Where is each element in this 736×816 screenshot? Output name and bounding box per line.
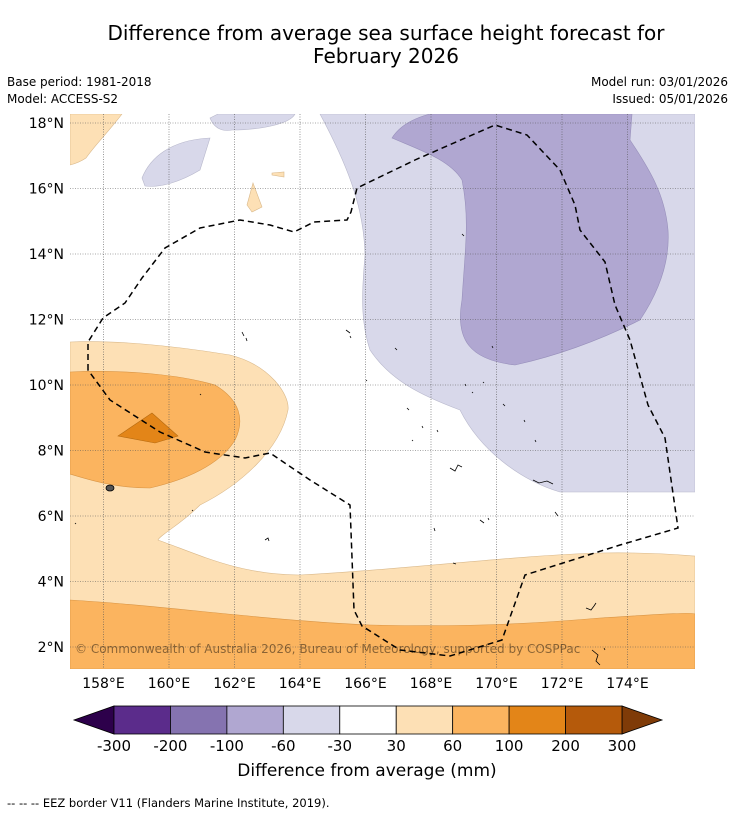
island-mili: [554, 511, 559, 517]
colorbar-segment: [113, 705, 171, 735]
title-line-1: Difference from average sea surface heig…: [107, 21, 665, 45]
lat-label: 12°N: [29, 313, 64, 329]
lat-label: 10°N: [29, 378, 64, 394]
lon-label: 162°E: [213, 676, 256, 692]
colorbar-tick-label: -200: [153, 737, 187, 755]
map-plot-area: © Commonwealth of Australia 2026, Bureau…: [70, 114, 695, 669]
island-pingelap: [241, 331, 248, 342]
colorbar-tick-label: -100: [210, 737, 244, 755]
colorbar-tick-label: 300: [608, 737, 637, 755]
copyright-notice: © Commonwealth of Australia 2026, Bureau…: [75, 642, 580, 656]
lat-label: 8°N: [38, 444, 64, 460]
island-kwajalein: [449, 464, 463, 472]
island-group-ratak-a: [464, 381, 485, 394]
island-group-ratak-b: [502, 403, 537, 443]
colorbar-segment: [226, 705, 284, 735]
colorbar-tick-label: -30: [328, 737, 353, 755]
island-misc: [74, 379, 368, 525]
lon-label: 166°E: [344, 676, 387, 692]
island-mokil: [264, 537, 270, 542]
model-run: Model run: 03/01/2026: [590, 75, 728, 89]
issued-date: Issued: 05/01/2026: [612, 92, 728, 106]
colorbar-under-arrow: [72, 705, 115, 735]
colorbar-tick-label: -60: [271, 737, 296, 755]
colorbar-segment: [508, 705, 566, 735]
island-group-ralik: [406, 407, 439, 442]
islands: [74, 233, 606, 666]
colorbar-tick-label: 200: [551, 737, 580, 755]
colorbar-segment: [565, 705, 623, 735]
contour-minus30-blob-b: [209, 114, 296, 131]
contour-plus30-islet-b: [271, 171, 285, 178]
lat-label: 6°N: [38, 509, 64, 525]
chart-title: Difference from average sea surface heig…: [30, 22, 736, 68]
contour-minus30-blob-a: [141, 137, 211, 187]
lon-label: 170°E: [475, 676, 518, 692]
lat-label: 2°N: [38, 640, 64, 656]
contour-minus60-region: [391, 114, 669, 366]
colorbar-segment: [339, 705, 397, 735]
colorbar-tick-label: -300: [97, 737, 131, 755]
colorbar-tick-label: 100: [495, 737, 524, 755]
lon-label: 172°E: [541, 676, 584, 692]
island-bikini: [394, 347, 398, 351]
island-nauru-approx: [452, 562, 457, 565]
lat-label: 18°N: [29, 116, 64, 132]
colorbar-tick-label: 30: [387, 737, 406, 755]
lon-label: 174°E: [606, 676, 649, 692]
island-ailuk: [491, 345, 494, 349]
title-line-2: February 2026: [313, 44, 459, 68]
island-ebon: [433, 527, 436, 532]
meta-right: Model run: 03/01/2026 Issued: 05/01/2026: [591, 74, 728, 108]
latitude-labels: 18°N 16°N 14°N 12°N 10°N 8°N 6°N 4°N 2°N: [29, 116, 64, 656]
graticule: [70, 114, 695, 669]
lon-label: 164°E: [279, 676, 322, 692]
colorbar-segment: [452, 705, 510, 735]
island-butaritari: [585, 602, 597, 611]
model-name: Model: ACCESS-S2: [7, 92, 119, 106]
island-wake-approx: [461, 233, 465, 237]
island-tarawa: [591, 649, 601, 666]
base-period: Base period: 1981-2018: [7, 75, 152, 89]
island-marakei: [603, 647, 606, 651]
island-jaluit: [479, 517, 490, 524]
contour-plus30-north: [70, 114, 123, 166]
lon-label: 158°E: [82, 676, 125, 692]
island-kosrae-a: [105, 484, 115, 492]
lon-label: 168°E: [410, 676, 453, 692]
colorbar: -300 -200 -100 -60 -30 30 60 100 200 300: [72, 705, 664, 755]
colorbar-segment: [395, 705, 454, 735]
longitude-labels: 158°E 160°E 162°E 164°E 166°E 168°E 170°E 172°E…: [82, 676, 649, 692]
colorbar-segment: [170, 705, 228, 735]
meta-left: Base period: 1981-2018 Model: ACCESS-S2: [7, 74, 152, 108]
island-enewetak: [345, 329, 352, 339]
lon-label: 160°E: [148, 676, 191, 692]
lat-label: 16°N: [29, 182, 64, 198]
contour-plus30-islet-a: [246, 182, 263, 213]
colorbar-label: Difference from average (mm): [237, 761, 497, 781]
contour-plus60-south: [70, 599, 695, 669]
contour-plus100-region: [117, 412, 179, 444]
colorbar-tick-label: 60: [443, 737, 462, 755]
colorbar-over-arrow: [621, 705, 664, 735]
colorbar-segment: [282, 705, 341, 735]
lat-label: 14°N: [29, 247, 64, 263]
eez-border: [87, 124, 679, 657]
lat-label: 4°N: [38, 575, 64, 591]
island-majuro: [532, 479, 554, 485]
eez-footnote: -- -- -- EEZ border V11 (Flanders Marine…: [7, 796, 330, 810]
